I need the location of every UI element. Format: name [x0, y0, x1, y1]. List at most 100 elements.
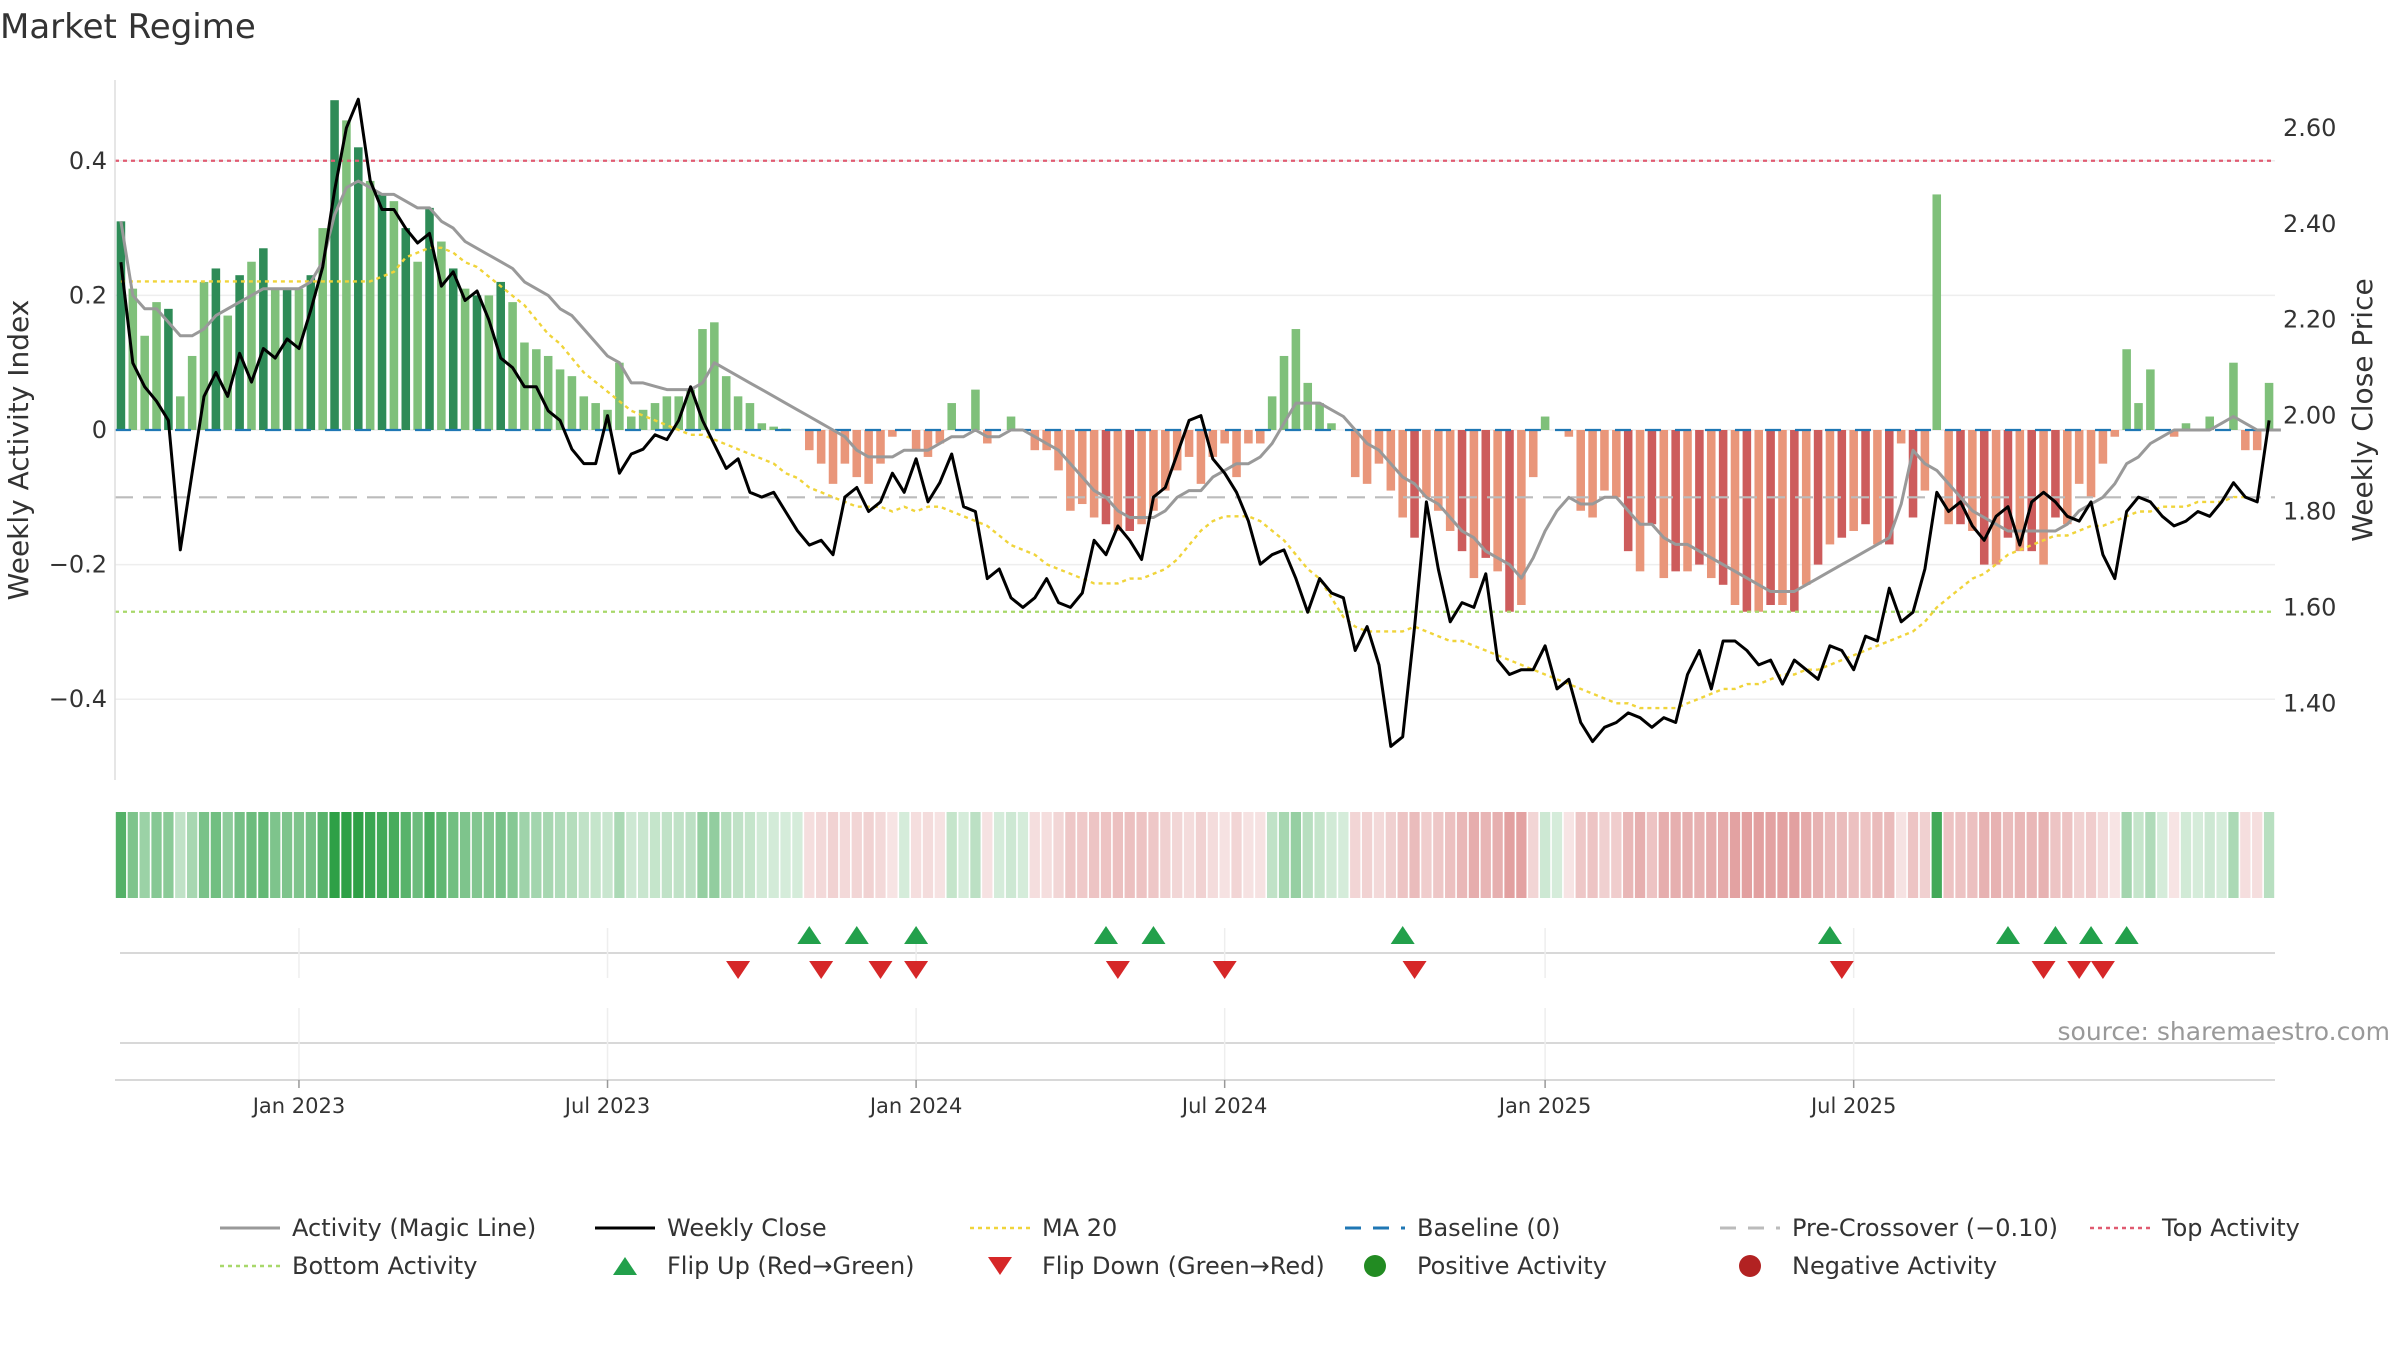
activity-bar [1600, 430, 1609, 491]
regime-strip-cell [2168, 812, 2180, 898]
activity-bar [2181, 423, 2191, 430]
activity-bar [342, 120, 351, 430]
regime-strip-cell [210, 812, 222, 898]
regime-strip-cell [1314, 812, 1325, 898]
activity-bar [1873, 430, 1882, 545]
chart-title: Market Regime [0, 7, 256, 47]
regime-strip-cell [531, 812, 542, 898]
flip-up-marker [2079, 926, 2104, 944]
activity-bar [1730, 430, 1740, 605]
activity-bar [567, 376, 577, 430]
activity-bar [1256, 430, 1265, 444]
series-lines [119, 97, 2281, 748]
activity-bar [1184, 430, 1194, 457]
right-tick-label: 2.60 [2283, 114, 2336, 142]
regime-strip-cell [163, 812, 174, 898]
activity-bar [1386, 430, 1396, 491]
flip-down-marker [2090, 961, 2115, 979]
regime-strip-cell [400, 812, 411, 898]
regime-strip-cell [1872, 812, 1883, 898]
right-tick-label: 1.40 [2283, 689, 2336, 717]
activity-bar [2039, 430, 2048, 565]
regime-strip-cell [1456, 812, 1468, 898]
regime-strip-cell [1563, 812, 1574, 898]
legend-item: Flip Up (Red→Green) [613, 1252, 915, 1280]
activity-bar [152, 302, 161, 430]
activity-bar [282, 288, 292, 430]
regime-strip [115, 812, 2275, 898]
activity-bar [2169, 430, 2179, 437]
activity-bar [840, 430, 850, 464]
activity-bar [852, 430, 862, 478]
regime-strip-cell [1611, 812, 1622, 898]
activity-bar [330, 100, 339, 430]
regime-strip-cell [1243, 812, 1254, 898]
activity-bar [686, 389, 695, 430]
regime-strip-cell [851, 812, 862, 898]
activity-bar [1778, 430, 1787, 605]
activity-bar [377, 194, 387, 430]
regime-strip-cell [1528, 812, 1539, 898]
activity-bar [1885, 430, 1894, 545]
regime-strip-cell [2145, 812, 2156, 898]
activity-bar [1742, 430, 1752, 612]
activity-bar [1528, 430, 1538, 478]
regime-strip-cell [934, 812, 945, 898]
activity-bar [579, 396, 589, 430]
left-tick-label: 0.2 [69, 281, 107, 309]
activity-bar [1968, 430, 1977, 531]
regime-strip-cell [2109, 812, 2120, 898]
x-tick-label: Jan 2023 [251, 1094, 346, 1118]
regime-strip-cell [246, 812, 257, 898]
regime-strip-cell [1172, 812, 1183, 898]
regime-strip-cell [602, 812, 613, 898]
activity-bar [1790, 430, 1799, 612]
activity-bar [1493, 430, 1502, 572]
activity-bar [1908, 430, 1918, 518]
activity-bar [199, 281, 209, 430]
regime-strip-cell [910, 812, 922, 898]
x-tick-label: Jul 2024 [1180, 1094, 1267, 1118]
regime-strip-cell [1124, 812, 1135, 898]
x-axis: Jan 2023 Jul 2023 Jan 2024 Jul 2024 Jan 2025… [115, 1079, 2275, 1118]
activity-bar [259, 248, 268, 430]
regime-strip-cell [353, 812, 364, 898]
activity-bar [1362, 430, 1372, 484]
regime-strip-cell [804, 812, 815, 898]
activity-bar [1612, 430, 1621, 498]
activity-bar [1327, 423, 1336, 430]
regime-strip-cell [1433, 812, 1444, 898]
activity-bar [223, 315, 233, 430]
regime-strip-cell [2263, 812, 2275, 898]
activity-bar [176, 396, 185, 430]
regime-strip-cell [1539, 812, 1551, 898]
regime-strip-cell [1824, 812, 1836, 898]
activity-bar [2241, 430, 2250, 451]
activity-bar [662, 396, 672, 430]
legend-item: Bottom Activity [220, 1252, 477, 1280]
regime-strip-cell [1338, 812, 1349, 898]
regime-strip-cell [1706, 812, 1717, 898]
activity-bar [1291, 329, 1301, 430]
regime-strip-cell [792, 812, 803, 898]
activity-bar [591, 403, 600, 430]
activity-bar [1208, 430, 1218, 457]
legend-label: Negative Activity [1792, 1252, 1997, 1280]
activity-bar [1932, 194, 1942, 430]
activity-bar [2098, 430, 2108, 464]
activity-bar [211, 268, 221, 430]
regime-strip-cell [412, 812, 423, 898]
flip-down-marker [2031, 961, 2056, 979]
activity-bar [1540, 416, 1550, 430]
activity-bar [733, 396, 743, 430]
regime-strip-cell [1148, 812, 1159, 898]
flip-up-marker [1995, 926, 2020, 944]
ma20-line [120, 246, 2246, 710]
regime-strip-cell [1634, 812, 1646, 898]
activity-bar [448, 268, 458, 430]
regime-strip-cell [1041, 812, 1052, 898]
activity-bar [1089, 430, 1099, 518]
regime-strip-cell [1160, 812, 1171, 898]
activity-bar [674, 396, 684, 430]
activity-bar [2003, 430, 2013, 538]
